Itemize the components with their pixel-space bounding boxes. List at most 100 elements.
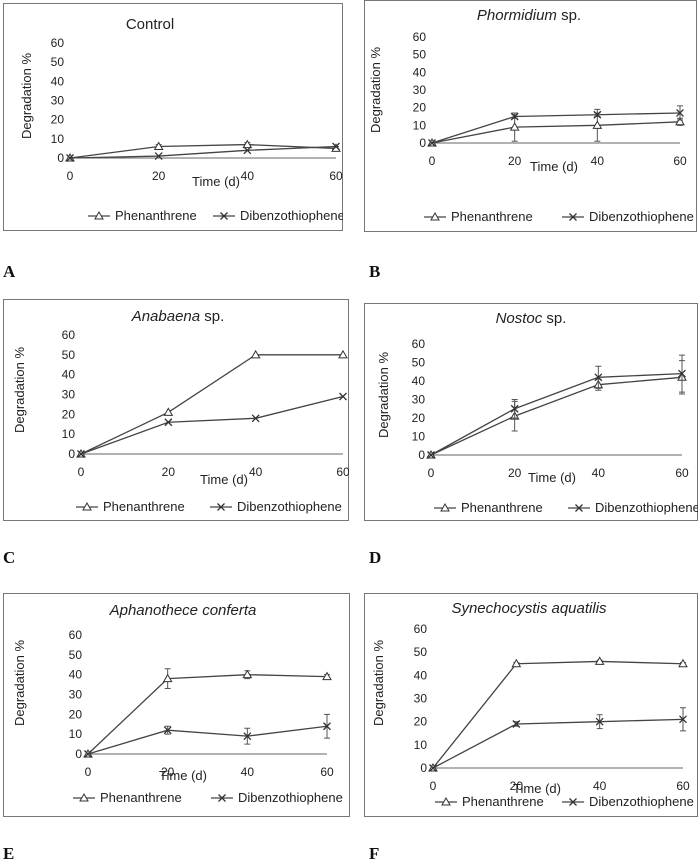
data-point-dibenzothiophene-60 <box>678 369 686 378</box>
chart-title-name: Nostoc <box>496 310 543 327</box>
chart-title: Phormidium sp. <box>477 7 581 24</box>
x-tick-label-20: 20 <box>162 465 176 479</box>
y-tick-label-0: 0 <box>418 448 425 462</box>
y-tick-label-50: 50 <box>413 48 427 62</box>
y-tick-label-50: 50 <box>62 348 76 362</box>
x-tick-label-40: 40 <box>241 169 255 183</box>
y-tick-label-20: 20 <box>414 715 428 729</box>
y-tick-label-10: 10 <box>413 118 427 132</box>
legend-label-dibenzothiophene: Dibenzothiophene <box>238 790 343 805</box>
chart-frame <box>3 593 350 817</box>
chart-title: Synechocystis aquatilis <box>451 600 607 617</box>
chart-svg-b: Phormidium sp. Degradation % 0 10 20 30 40 50 60… <box>364 0 697 232</box>
legend-marker-phenanthrene <box>430 211 440 221</box>
x-tick-label-40: 40 <box>592 466 606 480</box>
chart-frame <box>3 3 343 231</box>
data-point-dibenzothiophene-0 <box>84 750 92 758</box>
x-tick-label-0: 0 <box>428 466 435 480</box>
chart-title: Anabaena sp. <box>131 308 225 325</box>
series-line-phenanthrene <box>430 376 683 456</box>
y-tick-label-60: 60 <box>413 30 427 44</box>
data-point-dibenzothiophene-20 <box>510 404 519 413</box>
panel-label-d: D <box>369 548 382 567</box>
data-point-dibenzothiophene-0 <box>427 451 435 459</box>
y-tick-label-40: 40 <box>412 374 426 388</box>
data-point-phenanthrene-40 <box>242 669 253 679</box>
legend-marker-phenanthrene <box>441 796 451 806</box>
legend-marker-dibenzothiophene <box>575 504 583 512</box>
data-point-phenanthrene-40 <box>250 349 261 359</box>
data-point-dibenzothiophene-40 <box>243 146 252 155</box>
legend-label-dibenzothiophene: Dibenzothiophene <box>589 794 694 809</box>
data-point-dibenzothiophene-40 <box>251 414 260 423</box>
x-tick-label-0: 0 <box>78 465 85 479</box>
x-tick-label-20: 20 <box>161 765 175 779</box>
y-tick-label-30: 30 <box>69 688 83 702</box>
data-point-dibenzothiophene-60 <box>339 392 347 401</box>
legend-label-phenanthrene: Phenanthrene <box>462 794 544 809</box>
x-axis-label: Time (d) <box>192 174 240 189</box>
panel-label-f: F <box>369 844 380 863</box>
data-point-phenanthrene-40 <box>242 139 253 149</box>
panel-label-e: E <box>3 844 15 863</box>
chart-title-suffix: sp. <box>200 308 224 325</box>
legend-marker-dibenzothiophene <box>217 503 225 511</box>
y-tick-label-20: 20 <box>412 411 426 425</box>
y-tick-label-60: 60 <box>62 328 76 342</box>
x-tick-label-20: 20 <box>510 779 524 793</box>
series-line-phenanthrene <box>80 354 343 455</box>
chart-title: Aphanothece conferta <box>109 602 257 619</box>
data-point-dibenzothiophene-60 <box>332 142 340 151</box>
data-point-dibenzothiophene-20 <box>154 152 163 161</box>
chart-frame <box>3 299 349 521</box>
data-point-dibenzothiophene-20 <box>510 112 519 121</box>
legend-label-phenanthrene: Phenanthrene <box>103 499 185 514</box>
y-tick-label-60: 60 <box>69 628 83 642</box>
data-point-dibenzothiophene-40 <box>243 732 252 741</box>
x-tick-label-60: 60 <box>673 154 687 168</box>
x-axis-label: Time (d) <box>513 781 561 796</box>
data-point-dibenzothiophene-20 <box>164 418 173 427</box>
chart-panel-f: Synechocystis aquatilis Degradation % 0 10 2… <box>364 593 698 817</box>
y-tick-label-50: 50 <box>69 648 83 662</box>
data-point-dibenzothiophene-60 <box>676 109 684 117</box>
legend-label-dibenzothiophene: Dibenzothiophene <box>237 499 342 514</box>
data-point-phenanthrene-40 <box>594 656 605 665</box>
series-line-dibenzothiophene <box>431 112 681 144</box>
y-tick-label-0: 0 <box>419 136 426 150</box>
series-line-dibenzothiophene <box>432 718 684 769</box>
x-tick-label-20: 20 <box>508 466 522 480</box>
chart-svg-e: Aphanothece conferta Degradation % 0 10 20 30… <box>3 593 350 817</box>
y-axis-label: Degradation % <box>19 53 34 139</box>
x-tick-label-0: 0 <box>67 169 74 183</box>
data-point-dibenzothiophene-60 <box>679 715 687 724</box>
y-tick-label-20: 20 <box>62 407 76 421</box>
legend-marker-dibenzothiophene <box>218 794 226 802</box>
series-line-phenanthrene <box>431 121 681 144</box>
data-point-dibenzothiophene-40 <box>595 717 604 726</box>
data-point-dibenzothiophene-40 <box>594 373 603 382</box>
x-tick-label-40: 40 <box>591 154 605 168</box>
data-point-dibenzothiophene-0 <box>77 450 85 458</box>
y-tick-label-60: 60 <box>51 36 65 50</box>
chart-frame <box>364 593 698 817</box>
y-tick-label-50: 50 <box>412 356 426 370</box>
y-tick-label-10: 10 <box>51 132 65 146</box>
y-tick-label-50: 50 <box>414 645 428 659</box>
series-line-dibenzothiophene <box>87 725 328 755</box>
y-tick-label-10: 10 <box>412 430 426 444</box>
y-tick-label-0: 0 <box>420 761 427 775</box>
x-tick-label-60: 60 <box>320 765 334 779</box>
series-line-dibenzothiophene <box>69 145 337 159</box>
y-tick-label-10: 10 <box>69 727 83 741</box>
data-point-dibenzothiophene-40 <box>593 110 602 119</box>
y-axis-label: Degradation % <box>12 347 27 433</box>
panel-label-b: B <box>369 262 381 281</box>
chart-title-name: Phormidium <box>477 7 557 24</box>
legend-label-phenanthrene: Phenanthrene <box>461 500 543 515</box>
y-tick-label-40: 40 <box>414 668 428 682</box>
chart-title-suffix: sp. <box>557 7 581 24</box>
data-point-phenanthrene-60 <box>678 658 688 668</box>
data-point-dibenzothiophene-20 <box>512 720 521 728</box>
data-point-phenanthrene-20 <box>509 122 520 131</box>
